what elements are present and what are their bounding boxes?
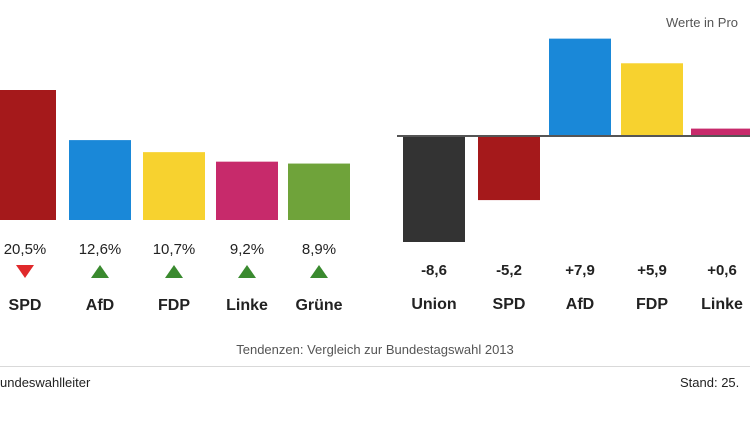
vote-change-chart: -8,6 Union -5,2 SPD +7,9 AfD +5,9 FDP +0,6 Linke	[397, 38, 750, 313]
value-label-spd: 20,5%	[4, 241, 47, 258]
change-value-label-afd: +7,9	[565, 262, 595, 279]
category-label-spd: SPD	[9, 297, 42, 314]
bar-spd	[0, 90, 56, 220]
change-category-label-linke: Linke	[701, 296, 743, 313]
trend-up-icon	[91, 265, 109, 278]
change-bar-afd	[549, 38, 611, 136]
date-note: Stand: 25.	[680, 375, 740, 390]
trend-up-icon	[310, 265, 328, 278]
change-value-label-linke: +0,6	[707, 262, 737, 279]
change-category-label-union: Union	[411, 296, 456, 313]
category-label-linke: Linke	[226, 297, 268, 314]
change-bar-spd	[478, 136, 540, 201]
change-value-label-fdp: +5,9	[637, 262, 667, 279]
change-bar-linke	[691, 128, 750, 136]
source-note: undeswahlleiter	[0, 375, 91, 390]
vote-share-chart: 20,5% SPD 12,6% AfD 10,7% FDP 9,2% Linke 8,9% Grü…	[0, 90, 350, 314]
category-label-fdp: FDP	[158, 297, 190, 314]
value-label-gruene: 8,9%	[302, 241, 336, 258]
trend-up-icon	[238, 265, 256, 278]
chart-caption: Tendenzen: Vergleich zur Bundestagswahl …	[236, 342, 514, 357]
trend-up-icon	[165, 265, 183, 278]
change-category-label-afd: AfD	[566, 296, 594, 313]
change-bar-union	[403, 136, 465, 242]
bar-gruene	[288, 163, 350, 220]
change-category-label-fdp: FDP	[636, 296, 668, 313]
change-value-label-union: -8,6	[421, 262, 447, 279]
category-label-afd: AfD	[86, 297, 114, 314]
bar-afd	[69, 140, 131, 220]
value-label-fdp: 10,7%	[153, 241, 196, 258]
trend-down-icon	[16, 265, 34, 278]
footer-divider	[0, 366, 750, 367]
unit-note: Werte in Pro	[666, 15, 739, 30]
change-value-label-spd: -5,2	[496, 262, 522, 279]
value-label-linke: 9,2%	[230, 241, 264, 258]
change-bar-fdp	[621, 63, 683, 136]
change-category-label-spd: SPD	[493, 296, 526, 313]
category-label-gruene: Grüne	[295, 297, 342, 314]
bar-fdp	[143, 152, 205, 220]
bar-linke	[216, 161, 278, 220]
value-label-afd: 12,6%	[79, 241, 122, 258]
